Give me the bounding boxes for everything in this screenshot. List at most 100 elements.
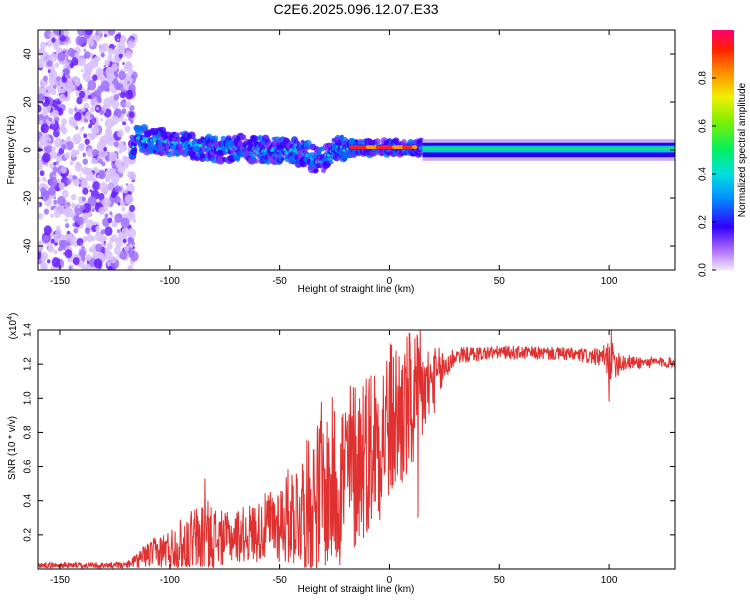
- noise-blob: [99, 238, 104, 244]
- snr-y-ticks: 0.2 0.4 0.6 0.8 1.0 1.2 1.4: [23, 323, 675, 542]
- noise-blob: [91, 208, 95, 213]
- noise-blob: [38, 165, 42, 171]
- noise-blob: [83, 48, 86, 52]
- noise-blob: [106, 260, 112, 267]
- y-tick-label: -40: [23, 238, 34, 253]
- colorbar-tick-label: 0.4: [698, 167, 709, 181]
- noise-blob: [77, 204, 81, 209]
- noise-blob: [77, 30, 86, 36]
- noise-blob: [102, 197, 111, 208]
- noise-blob: [73, 215, 80, 223]
- noise-blob: [105, 127, 113, 136]
- signal-blob: [175, 132, 180, 137]
- noise-blob: [82, 235, 88, 242]
- signal-blob: [168, 150, 173, 154]
- noise-blob: [47, 137, 52, 142]
- noise-blob: [104, 247, 110, 253]
- noise-blob: [81, 245, 85, 250]
- x-tick-label: -50: [272, 575, 287, 586]
- noise-blob: [118, 70, 126, 81]
- y-tick-label: 0: [23, 147, 34, 153]
- spectrogram-panel: -150 -100 -50 0 50 100 -40 -20 0 20 40 Height of …: [6, 29, 676, 295]
- noise-blob: [103, 97, 113, 109]
- noise-blob: [75, 36, 84, 45]
- noise-blob: [90, 97, 99, 108]
- noise-blob: [114, 213, 123, 224]
- noise-blob: [121, 108, 127, 115]
- snr-marks: [38, 330, 675, 569]
- noise-blob: [113, 55, 120, 64]
- noise-blob: [66, 136, 72, 142]
- colorbar-gradient: [712, 30, 734, 270]
- noise-blob: [127, 228, 137, 239]
- noise-blob: [64, 249, 73, 259]
- noise-blob: [43, 208, 50, 215]
- snr-series-line: [38, 330, 675, 569]
- signal-blob: [329, 160, 334, 165]
- noise-blob: [87, 185, 91, 189]
- noise-blob: [80, 178, 87, 186]
- noise-blob: [125, 89, 134, 100]
- noise-blob: [88, 39, 95, 47]
- noise-blob: [65, 49, 68, 53]
- noise-blob: [39, 119, 44, 125]
- y-tick-label: 40: [23, 48, 34, 60]
- x-tick-label: 0: [387, 575, 393, 586]
- noise-blob: [104, 34, 107, 38]
- noise-blob: [85, 111, 93, 121]
- noise-blob: [92, 181, 101, 191]
- signal-blob: [132, 147, 138, 152]
- noise-blob: [99, 182, 108, 193]
- noise-blob: [65, 140, 74, 151]
- noise-blob: [45, 235, 50, 241]
- noise-blob: [48, 69, 58, 81]
- noise-blob: [82, 215, 88, 222]
- noise-blob: [122, 238, 127, 244]
- noise-blob: [47, 186, 56, 196]
- noise-blob: [69, 235, 78, 246]
- noise-blob: [74, 111, 82, 121]
- noise-blob: [72, 133, 82, 145]
- y-tick-label: 1.2: [23, 357, 34, 371]
- noise-blob: [72, 175, 77, 180]
- noise-blob: [91, 126, 97, 134]
- snr-x-ticks: -150 -100 -50 0 50 100: [50, 330, 618, 586]
- noise-blob: [81, 196, 86, 202]
- noise-blob: [118, 53, 123, 59]
- noise-blob: [122, 62, 125, 65]
- noise-blob: [49, 125, 53, 130]
- noise-blob: [100, 52, 105, 57]
- noise-blob: [73, 227, 79, 234]
- noise-blob: [82, 158, 88, 165]
- noise-blob: [68, 266, 72, 270]
- noise-blob: [47, 69, 51, 73]
- noise-blob: [50, 88, 57, 96]
- noise-blob: [84, 227, 91, 235]
- noise-blob: [106, 72, 115, 82]
- noise-blob: [90, 133, 96, 140]
- signal-blob: [392, 137, 400, 144]
- noise-blob: [45, 145, 53, 154]
- noise-blob: [61, 71, 65, 75]
- noise-blob: [94, 121, 100, 128]
- noise-blob: [41, 127, 45, 132]
- colorbar-tick-label: 0.6: [698, 119, 709, 133]
- noise-blob: [114, 195, 121, 204]
- noise-blob: [40, 254, 47, 262]
- noise-blob: [106, 183, 114, 192]
- noise-blob: [56, 93, 59, 97]
- noise-blob: [48, 56, 53, 61]
- noise-blob: [60, 86, 64, 90]
- noise-blob: [69, 63, 75, 69]
- noise-blob: [87, 87, 90, 91]
- noise-blob: [129, 243, 133, 249]
- snr-panel: -150 -100 -50 0 50 100 0.20.40.60.81.01.21.4 …: [7, 313, 676, 595]
- noise-blob: [82, 203, 92, 213]
- stable-band-core: [422, 147, 675, 150]
- noise-blob: [104, 226, 113, 237]
- noise-blob: [57, 195, 66, 206]
- noise-blob: [67, 230, 70, 235]
- noise-blob: [66, 178, 72, 185]
- noise-blob: [99, 44, 103, 49]
